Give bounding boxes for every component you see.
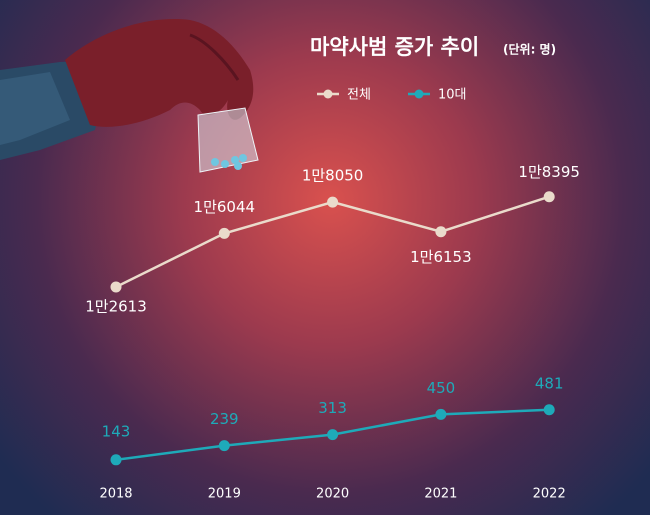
data-point: [543, 404, 555, 416]
chart-title: 마약사범 증가 추이: [310, 35, 479, 59]
legend-label: 10대: [438, 88, 467, 103]
legend-label: 전체: [347, 88, 371, 103]
data-point: [218, 227, 230, 239]
x-tick-label: 2022: [533, 487, 566, 502]
data-label: 481: [535, 374, 564, 392]
illustration: [0, 19, 259, 173]
data-label: 1만8395: [518, 163, 580, 181]
data-point: [218, 440, 230, 452]
data-point: [435, 226, 447, 238]
data-label: 143: [102, 422, 131, 440]
data-label: 450: [427, 379, 456, 397]
legend-marker: [414, 89, 424, 99]
data-label: 1만2613: [85, 297, 147, 315]
chart-subtitle: (단위: 명): [503, 42, 556, 57]
data-label: 313: [318, 399, 347, 417]
x-tick-label: 2021: [424, 487, 457, 502]
x-tick-label: 2020: [316, 487, 349, 502]
data-point: [435, 408, 447, 420]
data-point: [110, 281, 122, 293]
x-tick-label: 2019: [208, 487, 241, 502]
data-point: [110, 454, 122, 466]
data-label: 1만6153: [410, 248, 472, 266]
data-point: [327, 196, 339, 208]
data-point: [327, 429, 339, 441]
x-tick-label: 2018: [99, 487, 132, 502]
data-point: [543, 191, 555, 203]
data-label: 1만6044: [194, 198, 256, 216]
data-label: 1만8050: [302, 167, 364, 185]
data-label: 239: [210, 410, 239, 428]
legend-marker: [323, 89, 333, 99]
